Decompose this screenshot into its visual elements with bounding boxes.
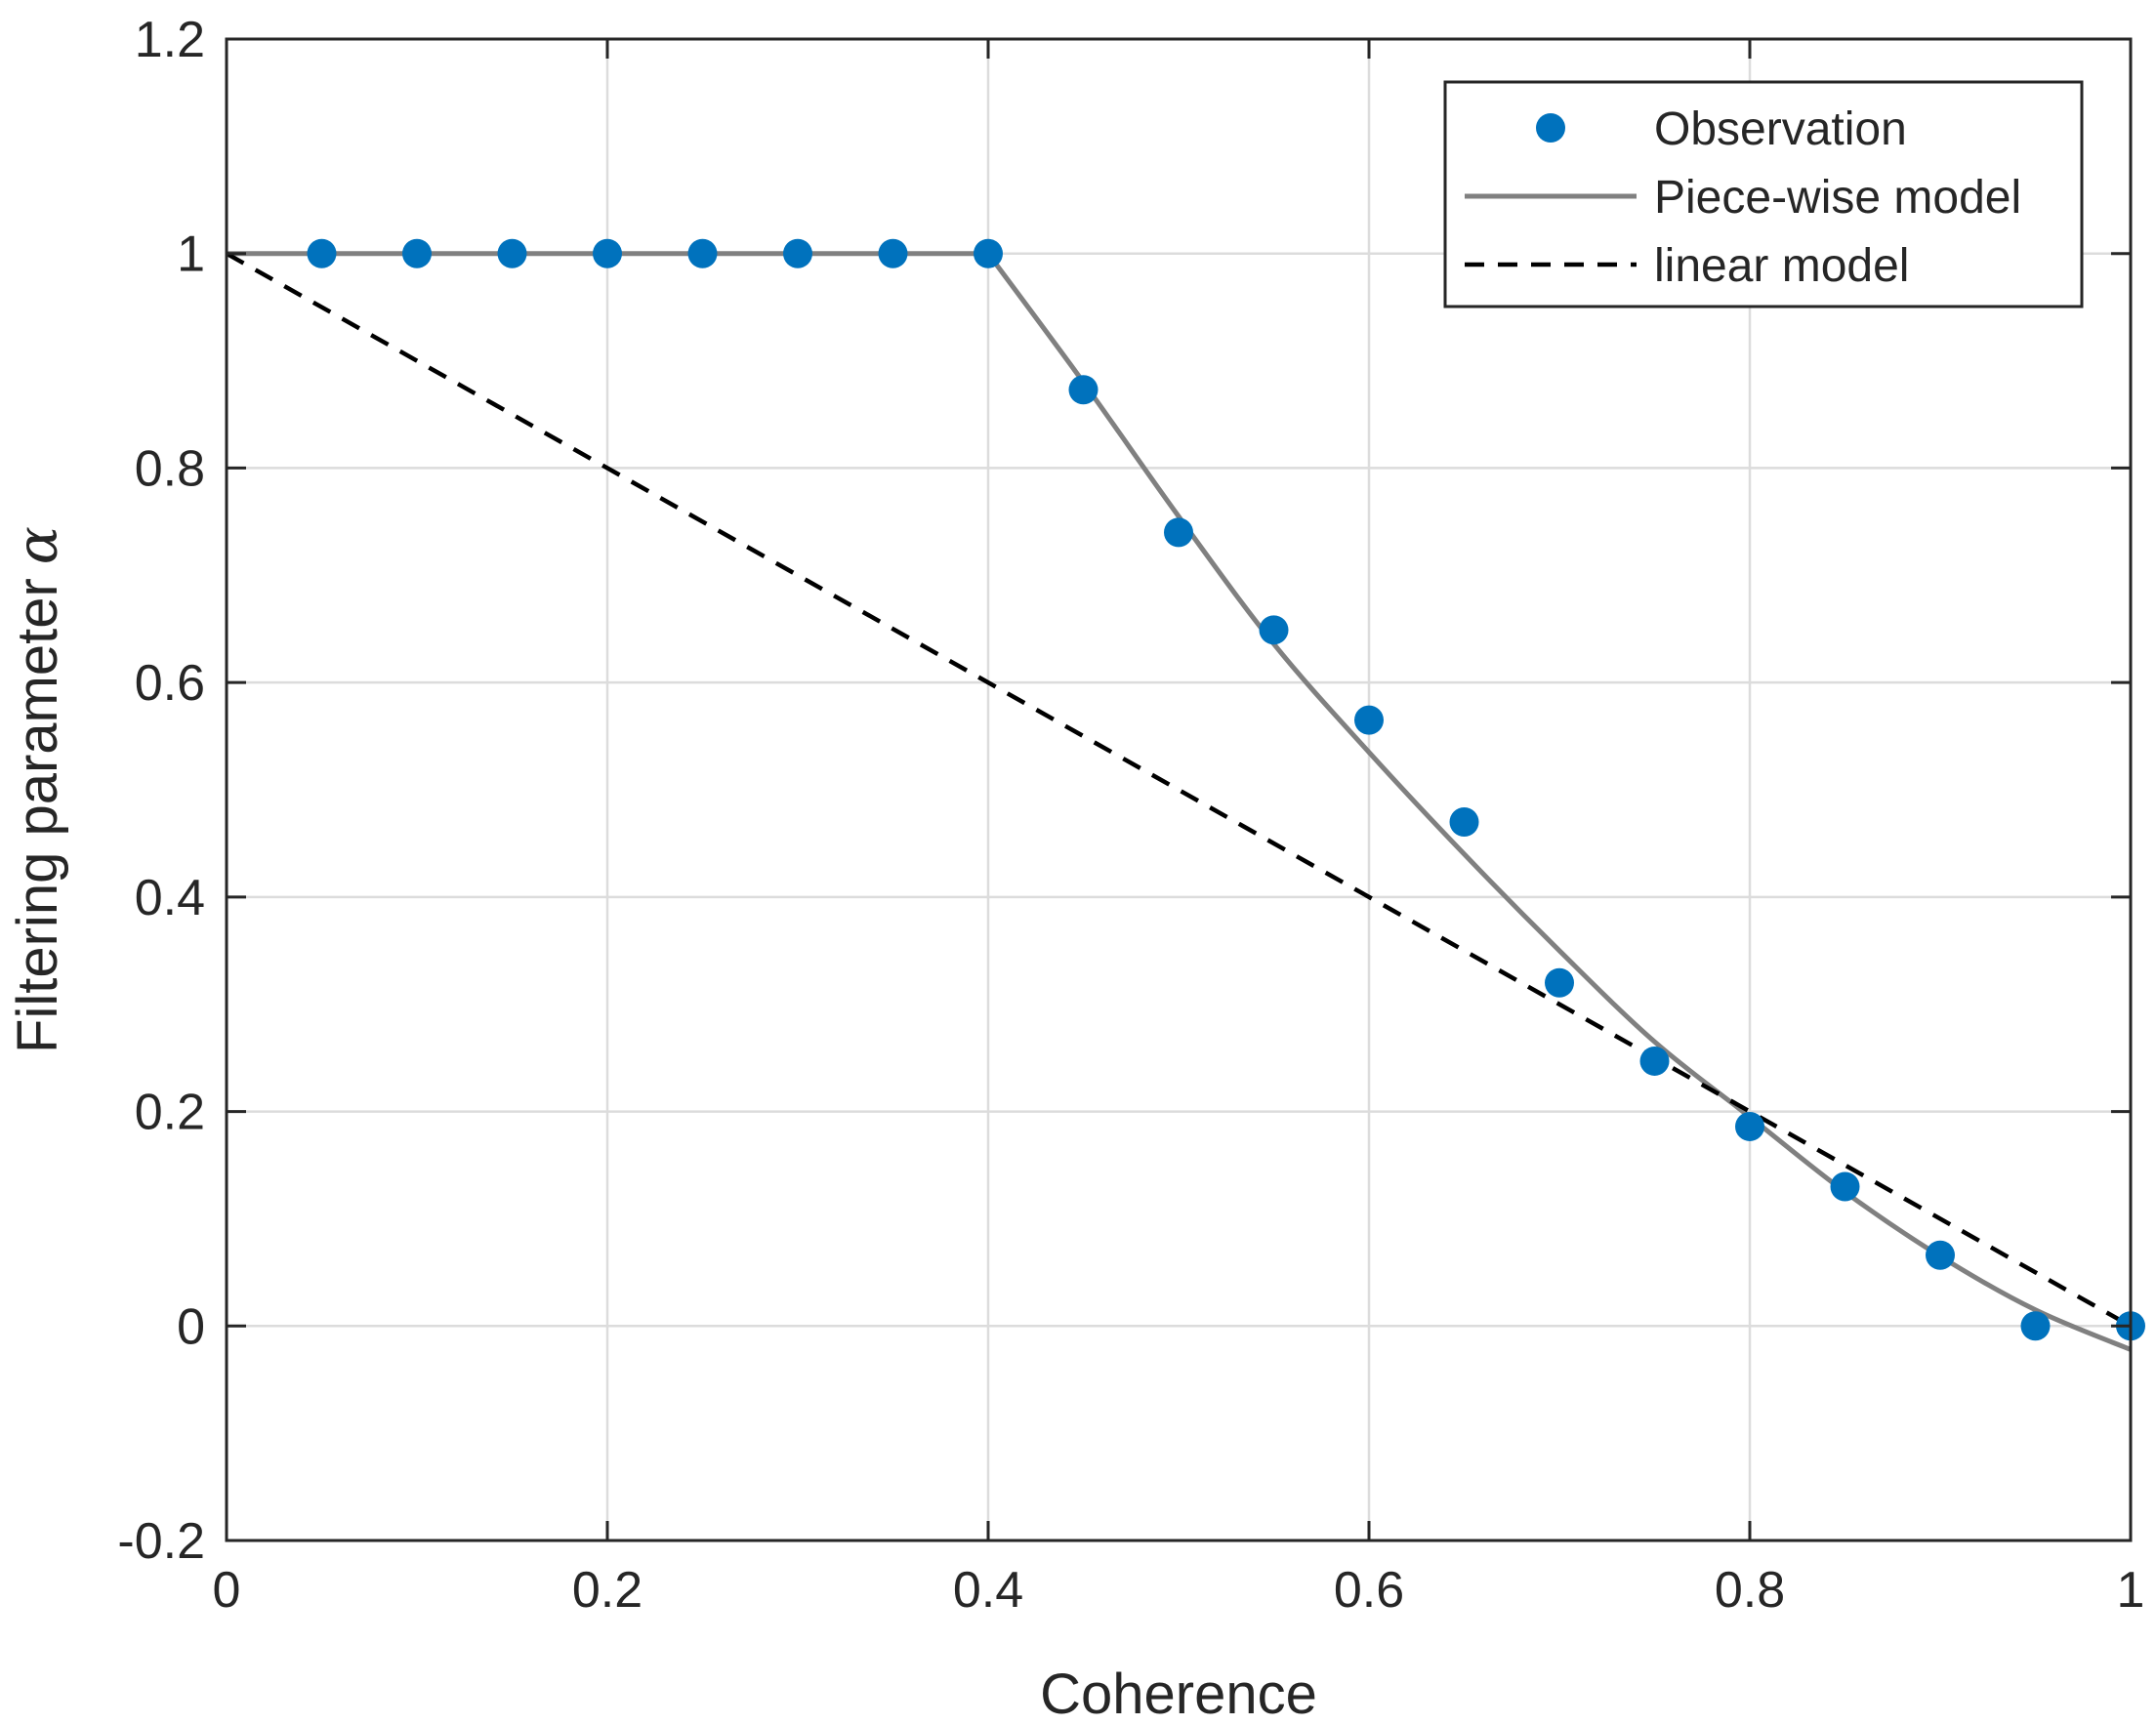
- observation-point: [2020, 1311, 2051, 1341]
- y-tick-label: 0.2: [135, 1085, 205, 1141]
- x-axis-title: Coherence: [1040, 1663, 1317, 1725]
- observation-point: [1639, 1046, 1670, 1076]
- observation-point: [1545, 967, 1574, 998]
- x-tick-label: 0.6: [1334, 1562, 1404, 1619]
- tick-labels: 0 0.2 0.4 0.6 0.8 1-0.200.20.40.60.811.2: [117, 12, 2144, 1619]
- observation-point: [687, 238, 718, 268]
- observation-point: [593, 238, 622, 268]
- x-tick-label: 0.8: [1715, 1562, 1785, 1619]
- observation-point: [1926, 1240, 1955, 1270]
- legend-marker-observation: [1536, 113, 1565, 143]
- observation-point: [1735, 1111, 1764, 1141]
- observation-point: [1259, 615, 1289, 645]
- legend-label: Observation: [1654, 103, 1907, 155]
- y-axis-title: Filtering parameter α: [4, 526, 70, 1053]
- y-tick-label: 0.4: [135, 870, 205, 926]
- observation-point: [1164, 517, 1193, 548]
- x-tick-label: 0: [213, 1562, 241, 1619]
- observation-points: [307, 238, 2145, 1341]
- y-tick-label: 0.8: [135, 440, 205, 497]
- observation-point: [1449, 806, 1479, 837]
- observation-point: [402, 238, 432, 268]
- y-tick-label: 0.6: [135, 655, 205, 712]
- x-tick-label: 1: [2117, 1562, 2145, 1619]
- observation-point: [974, 238, 1003, 268]
- observation-point: [497, 238, 527, 268]
- observation-point: [307, 238, 337, 268]
- y-tick-label: -0.2: [117, 1513, 205, 1570]
- legend-label: Piece-wise model: [1654, 172, 2021, 224]
- observation-point: [783, 238, 812, 268]
- linear-model-line: [225, 251, 2133, 1329]
- x-tick-label: 0.2: [572, 1562, 643, 1619]
- observation-point: [1830, 1171, 1860, 1202]
- axis-ticks: [225, 37, 2133, 1542]
- legend: Observation Piece-wise model linear model: [1443, 80, 2084, 308]
- observation-point: [1068, 375, 1099, 405]
- y-axis-title-symbol: α: [4, 526, 70, 564]
- observation-point: [878, 238, 908, 268]
- observation-point: [1354, 705, 1384, 735]
- legend-label: linear model: [1654, 240, 1909, 292]
- x-tick-label: 0.4: [953, 1562, 1023, 1619]
- y-tick-label: 1.2: [135, 12, 205, 68]
- y-axis-title-text: Filtering parameter: [6, 578, 69, 1053]
- y-tick-label: 1: [177, 226, 205, 283]
- plot-frame: [225, 37, 2133, 1542]
- y-tick-label: 0: [177, 1298, 205, 1355]
